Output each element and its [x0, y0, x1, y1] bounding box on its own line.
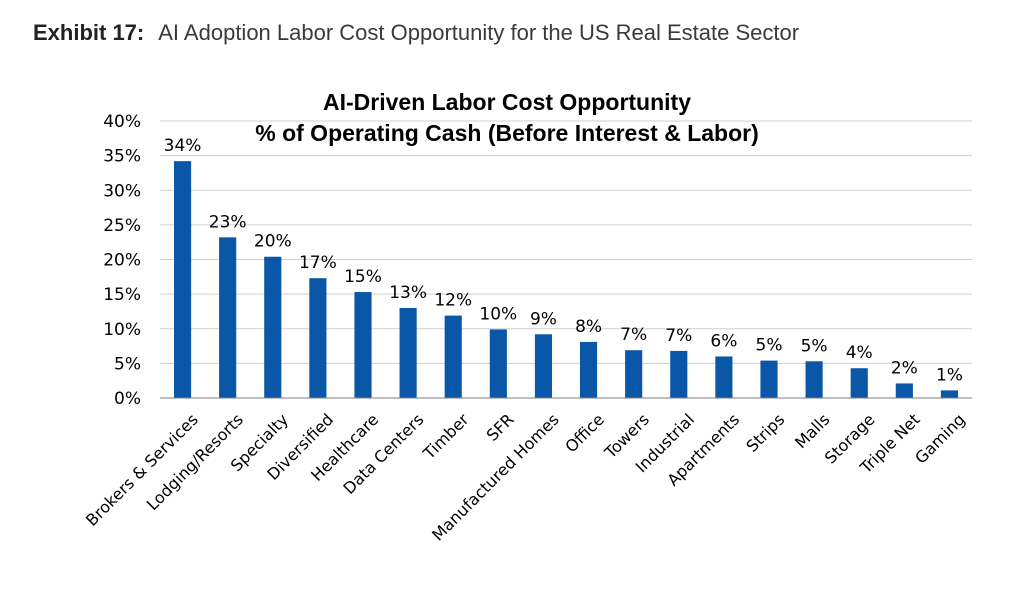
bar [354, 292, 372, 398]
data-label: 15% [344, 267, 382, 287]
data-label: 5% [801, 336, 828, 356]
data-label: 13% [389, 283, 427, 303]
y-tick-label: 40% [103, 112, 141, 132]
bar [264, 256, 282, 398]
exhibit-header: Exhibit 17: AI Adoption Labor Cost Opport… [33, 20, 799, 46]
data-label: 7% [620, 325, 647, 345]
category-label: Malls [791, 410, 833, 452]
bar [534, 334, 553, 398]
bar [399, 307, 417, 398]
data-label: 7% [665, 326, 692, 346]
y-tick-label: 25% [103, 216, 141, 236]
y-tick-label: 0% [114, 389, 141, 409]
bar [579, 341, 598, 398]
bar [625, 350, 643, 398]
category-label: SFR [483, 410, 518, 445]
data-label: 20% [254, 232, 292, 252]
data-label: 17% [299, 253, 337, 273]
category-label: Strips [742, 410, 788, 456]
y-axis-tick-labels: 0% 5% 10% 15% 20% 25% 30% 35% 40% [103, 112, 141, 409]
data-label: 1% [936, 365, 963, 385]
bar [489, 329, 507, 398]
chart-subtitle: % of Operating Cash (Before Interest & L… [255, 120, 759, 146]
chart-title: AI-Driven Labor Cost Opportunity [323, 89, 691, 115]
bar [895, 383, 913, 398]
bar [444, 315, 462, 398]
bar [805, 361, 823, 398]
data-label: 12% [434, 291, 472, 311]
gridlines [160, 120, 972, 364]
data-label: 2% [891, 358, 918, 378]
bar [173, 161, 192, 398]
data-label: 9% [530, 309, 557, 329]
category-label: Data Centers [339, 410, 427, 498]
y-tick-label: 15% [103, 285, 141, 305]
data-label: 4% [846, 343, 873, 363]
data-label: 23% [209, 212, 247, 232]
bar [760, 360, 778, 398]
category-label: Timber [419, 410, 473, 464]
data-labels: 34% 23% 20% 17% 15% 13% 12% 10% 9% 8% 7% 7% 6% 5% 5% 4%… [164, 136, 963, 385]
data-label: 5% [756, 336, 783, 356]
bar [309, 278, 327, 398]
bar [940, 390, 959, 398]
category-labels: Brokers & ServicesLodging/ResortsSpecial… [82, 410, 969, 545]
data-label: 10% [479, 304, 517, 324]
data-label: 6% [710, 331, 737, 351]
exhibit-label: Exhibit 17: [33, 20, 145, 45]
bar [219, 237, 237, 398]
y-tick-label: 30% [103, 181, 141, 201]
bar [715, 356, 733, 398]
y-tick-label: 20% [103, 251, 141, 271]
data-label: 8% [575, 317, 602, 337]
exhibit-title: AI Adoption Labor Cost Opportunity for t… [158, 20, 800, 45]
bar [850, 368, 868, 398]
category-label: Gaming [911, 410, 969, 468]
bars [173, 161, 959, 398]
y-tick-label: 5% [114, 354, 141, 374]
bar [670, 350, 688, 398]
y-tick-label: 10% [103, 320, 141, 340]
data-label: 34% [164, 136, 202, 156]
y-tick-label: 35% [103, 147, 141, 167]
